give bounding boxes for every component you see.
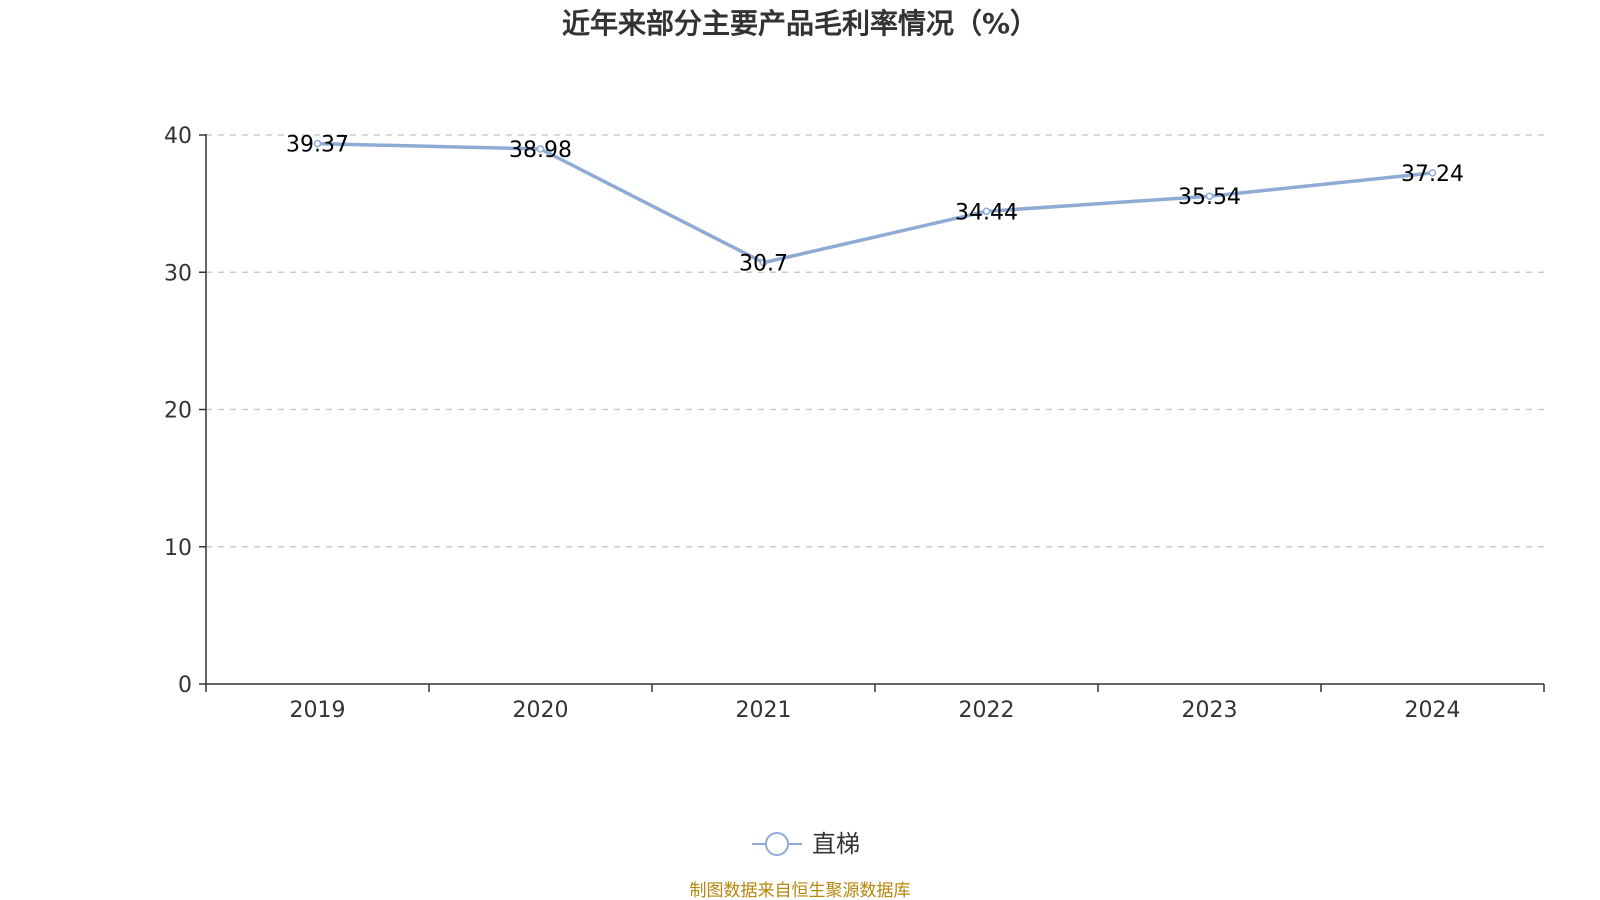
data-point [982, 207, 991, 216]
data-point [313, 139, 322, 148]
data-label: 37.24 [1401, 162, 1464, 187]
legend-circle-icon [765, 832, 789, 856]
x-tick-label: 2019 [290, 698, 346, 723]
data-point [1428, 169, 1437, 177]
data-label: 38.98 [509, 138, 572, 163]
x-tick-label: 2024 [1405, 698, 1461, 723]
y-tick-label: 10 [164, 536, 192, 561]
y-tick-label: 20 [164, 399, 192, 424]
data-point [759, 258, 768, 267]
data-label: 35.54 [1178, 185, 1241, 210]
data-labels: 39.37 38.98 30.7 34.44 35.54 37.24 [286, 133, 1464, 277]
data-label: 30.7 [739, 252, 788, 277]
y-tick-label: 40 [164, 124, 192, 149]
series-layer [313, 139, 1437, 267]
chart-title: 近年来部分主要产品毛利率情况（%） [562, 7, 1038, 40]
source-note: 制图数据来自恒生聚源数据库 [690, 881, 911, 900]
data-label: 34.44 [955, 200, 1018, 225]
x-tick-label: 2022 [959, 698, 1015, 723]
axes: 0 10 20 30 40 2019 2020 2021 2022 2023 2024 [164, 124, 1545, 723]
x-tick-label: 2020 [513, 698, 569, 723]
data-point [536, 145, 545, 153]
legend[interactable]: 直梯 [752, 830, 860, 858]
data-label: 39.37 [286, 133, 349, 158]
gridlines [206, 134, 1544, 548]
x-tick-label: 2021 [736, 698, 792, 723]
y-tick-label: 0 [178, 673, 192, 698]
data-point [1205, 192, 1214, 200]
legend-label: 直梯 [812, 830, 860, 858]
y-tick-label: 30 [164, 261, 192, 286]
series-line [317, 141, 1433, 265]
x-tick-label: 2023 [1182, 698, 1238, 723]
